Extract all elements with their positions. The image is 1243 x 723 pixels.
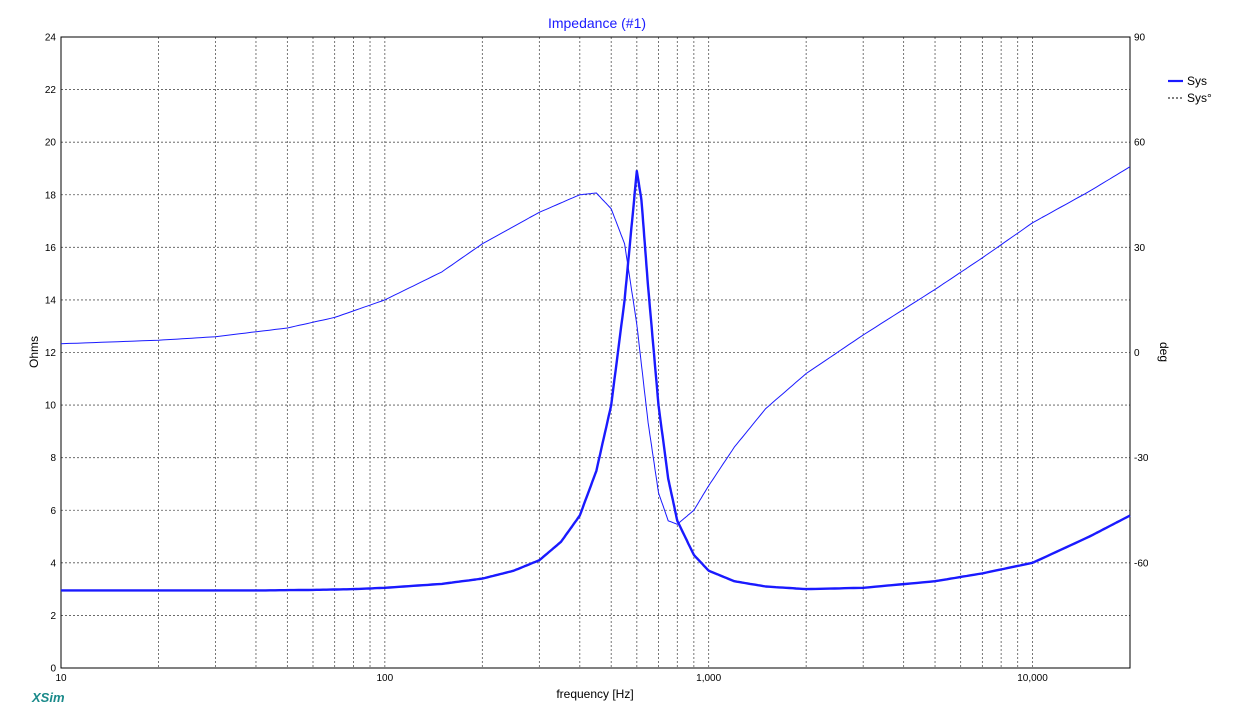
y2-tick-label: 60 [1134, 138, 1146, 149]
y-tick-label: 4 [50, 558, 56, 569]
y-tick-label: 2 [50, 611, 56, 622]
y2-axis-label: deg [1157, 342, 1171, 362]
x-tick-label: 1,000 [696, 673, 721, 684]
y2-tick-label: 30 [1134, 243, 1146, 254]
legend-label-sys-phase: Sys° [1187, 91, 1212, 105]
y-tick-label: 6 [50, 506, 56, 517]
y-axis-label: Ohms [27, 336, 41, 368]
legend: Sys Sys° [1168, 74, 1212, 105]
plot-frame [60, 36, 1131, 669]
y-tick-label: 14 [45, 295, 57, 306]
y-tick-label: 0 [50, 664, 56, 675]
y-tick-label: 20 [45, 138, 57, 149]
series-layer [60, 166, 1131, 592]
x-tick-label: 10,000 [1017, 673, 1048, 684]
x-axis-label: frequency [Hz] [556, 687, 633, 701]
xsim-brand-logo: XSim [32, 690, 65, 705]
grid-layer [61, 37, 1130, 668]
y2-tick-label: -30 [1134, 453, 1149, 464]
y-tick-label: 8 [50, 453, 56, 464]
y-tick-label: 18 [45, 190, 57, 201]
y2-tick-label: 90 [1134, 33, 1146, 44]
y2-tick-label: 0 [1134, 348, 1140, 359]
y-tick-label: 10 [45, 401, 57, 412]
y-tick-label: 22 [45, 85, 57, 96]
x-tick-label: 100 [376, 673, 393, 684]
y2-tick-label: -60 [1134, 558, 1149, 569]
y-tick-label: 12 [45, 348, 57, 359]
y-tick-label: 16 [45, 243, 57, 254]
chart-title: Impedance (#1) [548, 15, 646, 31]
y-tick-label: 24 [45, 33, 57, 44]
legend-label-sys: Sys [1187, 74, 1207, 88]
series-sys-phase-line [60, 166, 1131, 525]
x-tick-label: 10 [55, 673, 67, 684]
series-sys-impedance-line [61, 169, 1131, 592]
